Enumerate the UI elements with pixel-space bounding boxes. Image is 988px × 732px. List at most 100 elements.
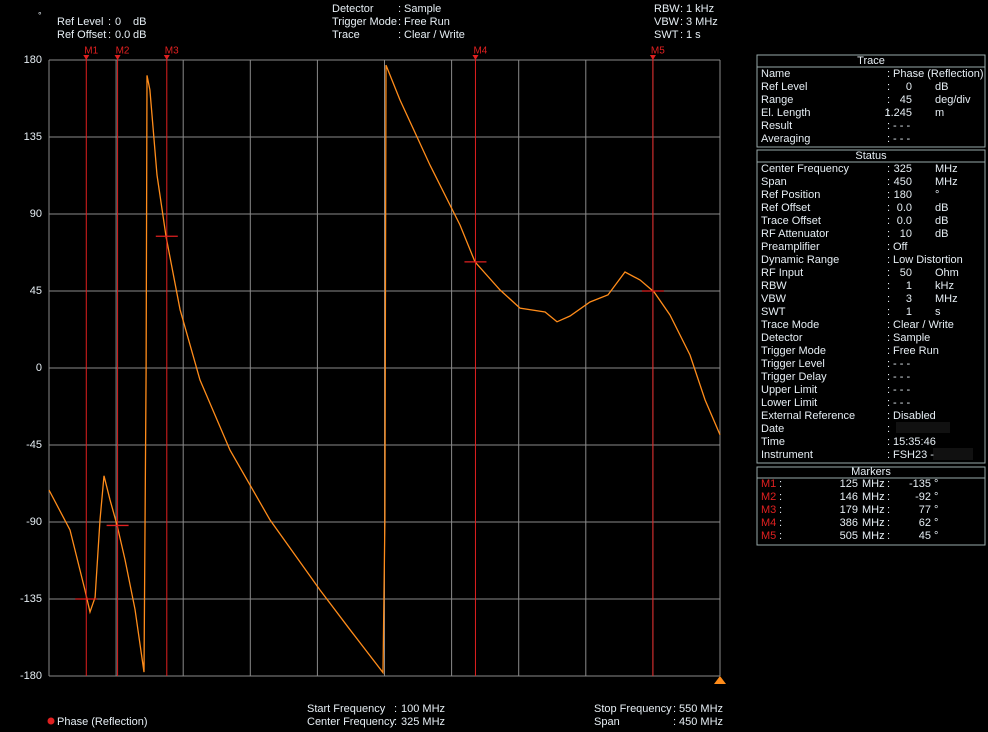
row-value: 180	[894, 189, 912, 201]
row-label: Span	[761, 176, 787, 188]
marker-label: M3	[165, 46, 179, 57]
y-tick-label: 180	[24, 54, 42, 66]
y-tick-label: 0	[36, 362, 42, 374]
footer-label: Center Frequency	[307, 716, 396, 728]
row-label: Averaging	[761, 133, 810, 145]
row-sep: :	[887, 94, 890, 106]
trace-line	[48, 64, 721, 675]
y-tick-label: -90	[26, 516, 42, 528]
footer-label: Span	[594, 716, 620, 728]
row-label: Range	[761, 94, 793, 106]
row-label: Name	[761, 68, 790, 80]
row-sep: :	[887, 436, 890, 448]
row-value: Off	[893, 241, 908, 253]
header-sep: :	[398, 29, 401, 41]
row-value: - - -	[893, 371, 910, 383]
row-value: Disabled	[893, 410, 936, 422]
header-label: Trace	[332, 29, 360, 41]
header-sep: :	[680, 16, 683, 28]
row-sep: :	[887, 215, 890, 227]
row-sep: :	[887, 120, 890, 132]
row-sep: :	[887, 423, 890, 435]
row-label: Center Frequency	[761, 163, 850, 175]
marker-name: M1	[761, 478, 776, 490]
header-value: Clear / Write	[404, 29, 465, 41]
row-unit: m	[935, 107, 944, 119]
row-value: - - -	[893, 133, 910, 145]
markers-box	[756, 466, 986, 546]
footer-label: Start Frequency	[307, 703, 386, 715]
row-sep: :	[887, 254, 890, 266]
row-unit: dB	[935, 81, 948, 93]
y-tick-label: 45	[30, 285, 42, 297]
header-unit: dB	[133, 29, 146, 41]
row-sep: :	[887, 491, 890, 503]
marker-flag	[472, 55, 479, 60]
row-unit: dB	[935, 202, 948, 214]
row-sep: :	[887, 332, 890, 344]
footer-label: Stop Frequency	[594, 703, 672, 715]
marker-unit: °	[934, 491, 938, 503]
footer-sep: :	[673, 703, 676, 715]
footer-sep: :	[673, 716, 676, 728]
header-label: SWT	[654, 29, 679, 41]
row-value: 1.245	[884, 107, 912, 119]
row-label: Upper Limit	[761, 384, 817, 396]
marker-flag	[114, 55, 121, 60]
marker-name: M5	[761, 530, 776, 542]
row-label: Trigger Mode	[761, 345, 826, 357]
footer-sep: :	[394, 703, 397, 715]
row-unit: dB	[935, 228, 948, 240]
row-label: Time	[761, 436, 785, 448]
row-value: - - -	[893, 120, 910, 132]
row-value: Phase (Reflection)	[893, 68, 984, 80]
marker-freq: 146	[840, 491, 858, 503]
row-sep: :	[887, 371, 890, 383]
row-sep: :	[887, 189, 890, 201]
section-title: Markers	[851, 466, 891, 478]
row-unit: deg/div	[935, 94, 971, 106]
row-label: Trigger Level	[761, 358, 825, 370]
y-tick-label: 90	[30, 208, 42, 220]
marker-label: M2	[116, 46, 130, 57]
row-value: 1	[906, 280, 912, 292]
row-label: Dynamic Range	[761, 254, 839, 266]
row-sep: :	[779, 478, 782, 490]
row-value: Sample	[893, 332, 930, 344]
row-value: 1	[906, 306, 912, 318]
marker-name: M2	[761, 491, 776, 503]
footer-value: 550 MHz	[679, 703, 723, 715]
row-sep: :	[887, 280, 890, 292]
row-label: Ref Level	[761, 81, 807, 93]
marker-freq: 125	[840, 478, 858, 490]
header-sep: :	[680, 3, 683, 15]
header-value: 0.0	[115, 29, 130, 41]
y-tick-label: -45	[26, 439, 42, 451]
header-sep: :	[108, 16, 111, 28]
row-sep: :	[779, 530, 782, 542]
row-value: 50	[900, 267, 912, 279]
marker-unit: MHz	[862, 517, 885, 529]
y-tick-label: -180	[20, 670, 42, 682]
y-tick-label: 135	[24, 131, 42, 143]
redaction	[896, 422, 950, 433]
row-sep: :	[779, 517, 782, 529]
marker-value: 45	[919, 530, 931, 542]
header-label: Detector	[332, 3, 374, 15]
row-label: External Reference	[761, 410, 855, 422]
row-label: Lower Limit	[761, 397, 817, 409]
row-sep: :	[887, 345, 890, 357]
row-value: FSH23 -	[893, 449, 934, 461]
footer-value: 325 MHz	[401, 716, 445, 728]
header-label: RBW	[654, 3, 680, 15]
footer-sep: :	[394, 716, 397, 728]
marker-unit: MHz	[862, 491, 885, 503]
row-sep: :	[887, 107, 890, 119]
row-sep: :	[887, 267, 890, 279]
row-unit: dB	[935, 215, 948, 227]
section-title: Status	[855, 150, 887, 162]
header-sep: :	[108, 29, 111, 41]
row-sep: :	[887, 504, 890, 516]
row-value: Clear / Write	[893, 319, 954, 331]
row-label: SWT	[761, 306, 786, 318]
